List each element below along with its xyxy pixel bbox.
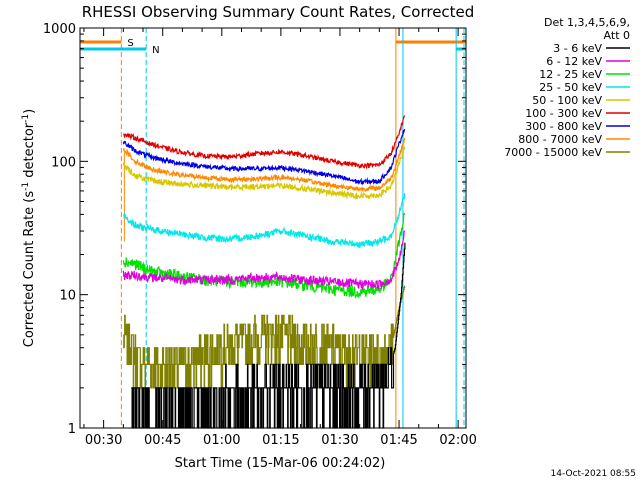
legend-entry-label: 3 - 6 keV <box>553 42 602 55</box>
y-axis-label-end: ) <box>22 109 37 114</box>
y-axis-label-main: Corrected Count Rate (s <box>22 191 37 348</box>
legend-entry-label: 300 - 800 keV <box>525 120 602 133</box>
x-tick-label: 01:30 <box>321 433 358 448</box>
y-axis-label-exponent: -1 <box>21 182 31 191</box>
flag-label-s: S <box>127 38 133 49</box>
y-tick-label: 100 <box>51 155 76 170</box>
series-50-100-kev <box>122 146 406 200</box>
flag-label-n: N <box>152 45 159 56</box>
series-3-6-kev <box>131 242 406 429</box>
series-7000-15000-kev <box>123 285 406 389</box>
generation-timestamp: 14-Oct-2021 08:55 <box>551 469 636 479</box>
data-series-group <box>122 115 406 429</box>
x-tick-label: 01:45 <box>380 433 417 448</box>
flag-s: S <box>80 28 466 428</box>
legend-entry-label: 6 - 12 keV <box>546 55 602 68</box>
x-tick-label: 02:00 <box>439 433 476 448</box>
legend-header-line: Att 0 <box>604 29 630 42</box>
y-tick-label: 1000 <box>43 22 76 37</box>
chart-title: RHESSI Observing Summary Count Rates, Co… <box>82 3 475 21</box>
y-axis-label-exponent-2: -1 <box>21 114 31 123</box>
legend-entry-label: 12 - 25 keV <box>539 68 602 81</box>
legend-entry-label: 800 - 7000 keV <box>518 133 602 146</box>
plot-frame <box>79 27 467 429</box>
series-300-800-kev <box>122 129 406 186</box>
legend-header-line: Det 1,3,4,5,6,9, <box>544 16 630 29</box>
y-axis-label: Corrected Count Rate (s-1 detector-1) <box>21 109 37 347</box>
x-tick-label: 00:45 <box>144 433 181 448</box>
x-tick-label: 01:15 <box>262 433 299 448</box>
legend-entry-label: 7000 - 15000 keV <box>504 146 602 159</box>
series-6-12-kev <box>122 230 406 290</box>
series-100-300-kev <box>123 115 406 170</box>
series-25-50-kev <box>123 193 406 249</box>
y-tick-label: 1 <box>68 422 76 437</box>
series-800-7000-kev <box>122 137 406 193</box>
x-axis-label: Start Time (15-Mar-06 00:24:02) <box>175 456 386 471</box>
legend-entry-label: 50 - 100 keV <box>532 94 602 107</box>
x-tick-label: 00:30 <box>85 433 122 448</box>
y-tick-label: 10 <box>59 289 76 304</box>
axis-ticks: 00:30 00:45 01:00 01:15 01:30 01:45 02:00 1 10 10… <box>43 22 477 448</box>
x-tick-label: 01:00 <box>203 433 240 448</box>
y-axis-label-middle: detector <box>22 122 37 182</box>
legend-entry-label: 25 - 50 keV <box>539 81 602 94</box>
legend-entry-label: 100 - 300 keV <box>525 107 602 120</box>
